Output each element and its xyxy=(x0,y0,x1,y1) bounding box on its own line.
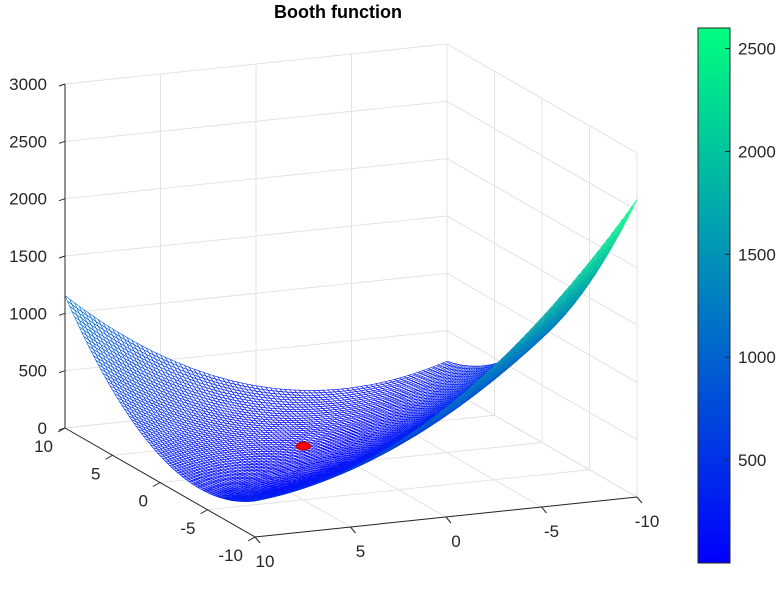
grid-line-floor-x--10 xyxy=(446,387,638,498)
surface-mesh xyxy=(64,199,638,502)
